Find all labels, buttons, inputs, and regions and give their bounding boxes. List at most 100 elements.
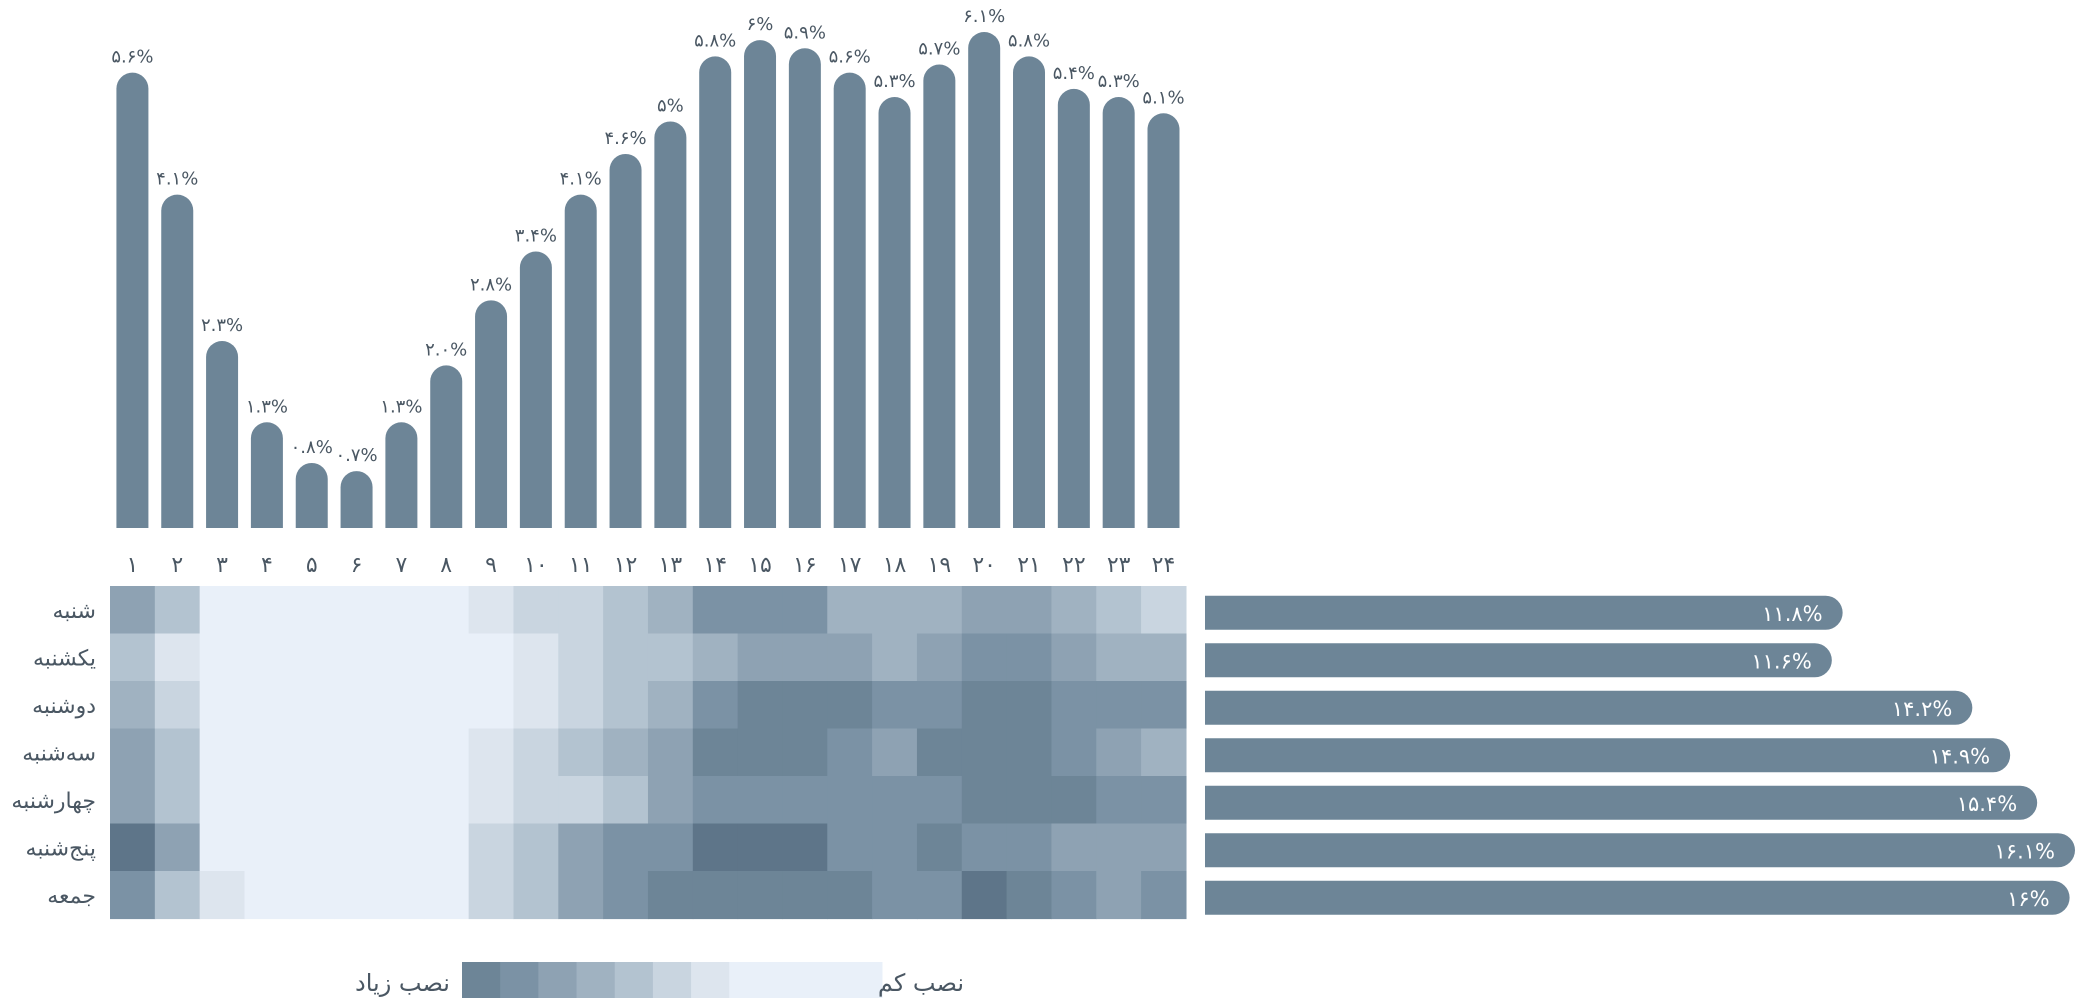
weekday-hour-heatmap [110,586,1187,920]
heatmap-cell [782,823,828,872]
hour-tick-label: ۲۱ [1017,553,1041,578]
hour-bar-value-label: ۵% [657,95,684,116]
heatmap-cell [244,871,290,920]
heatmap-cell [827,681,873,730]
heatmap-cell [289,586,335,635]
heatmap-cell [1051,823,1097,872]
heatmap-cell [737,728,784,777]
hour-tick-label: ۳ [216,553,228,578]
hour-tick-label: ۱۷ [838,553,862,578]
heatmap-cell [199,776,246,825]
hour-bar-value-label: ۱.۳% [380,396,422,417]
heatmap-cell [154,871,201,920]
heatmap-cell [782,728,828,777]
heatmap-cell [916,776,963,825]
heatmap-cell [872,776,918,825]
hour-bar [833,72,866,529]
heatmap-cell [110,728,156,777]
legend-low-label: نصب کم [878,969,964,997]
heatmap-cell [154,823,201,872]
heatmap-cell [378,728,425,777]
hour-bar-value-label: ۲.۸% [470,274,512,295]
heatmap-cell [692,586,739,635]
heatmap-cell [244,586,290,635]
legend-swatch [729,962,883,998]
heatmap-cell [244,681,290,730]
heatmap-cell [468,776,515,825]
heatmap-cell [1006,823,1053,872]
heatmap-cell [1051,586,1097,635]
hour-axis: ۱ ۲ ۳ ۴ ۵ ۶ ۷ ۸ ۹ ۱۰ ۱۱ ۱۲ ۱۳ ۱۴ ۱۵ ۱۶ ۱۷ ۱۸ ۱۹ ۲۰ ۲۱ ۲۲ ۲۳ ۲۴ [127,553,1176,578]
hour-bar-value-label: ۰.۸% [291,437,333,458]
hour-bar [609,153,642,528]
weekday-bar [1205,690,1973,725]
hour-tick-label: ۵ [306,553,318,578]
heatmap-cell [1051,776,1097,825]
hour-tick-label: ۱ [127,553,139,578]
heatmap-cell [737,633,784,682]
weekday-bar-value-label: ۱۶% [2007,887,2050,911]
heatmap-cell [647,871,694,920]
heatmap-cell [1141,823,1187,872]
weekday-bar-chart: ۱۱.۸% ۱۱.۶% ۱۴.۲% ۱۴.۹% ۱۵.۴% ۱۶.۱% ۱۶% [1205,595,2075,915]
hour-bar-value-label: ۵.۴% [1053,63,1095,84]
heatmap-cell [1096,633,1142,682]
hour-bar [744,40,777,528]
hour-bar-value-label: ۳.۴% [515,226,557,247]
hour-bar [878,97,911,528]
heatmap-cell [647,633,694,682]
heatmap-cell [110,633,156,682]
hour-bar-value-label: ۵.۳% [1098,71,1140,92]
heatmap-cell [289,633,335,682]
weekday-label: دوشنبه [32,694,96,719]
hour-bar [654,121,687,528]
heatmap-cell [1006,633,1053,682]
heatmap-cell [199,586,246,635]
heatmap-cell [692,681,739,730]
heatmap-cell [558,633,604,682]
heatmap-cell [692,823,739,872]
hour-bar-value-label: ۲.۰% [425,339,467,360]
heatmap-cell [692,633,739,682]
heatmap-cell [334,823,380,872]
weekday-label: یکشنبه [33,646,96,671]
heatmap-cell [1006,776,1053,825]
heatmap-cell [737,681,784,730]
heatmap-cell [872,633,918,682]
heatmap-cell [916,728,963,777]
heatmap-cell [110,776,156,825]
hour-bar-value-label: ۵.۸% [1008,30,1050,51]
hour-tick-label: ۱۶ [793,553,817,578]
heatmap-cell [737,776,784,825]
heatmap-cell [378,681,425,730]
heatmap-cell [1141,633,1187,682]
heatmap-cell [558,728,604,777]
heatmap-cell [110,823,156,872]
hour-bar-value-label: ۱.۳% [246,396,288,417]
heatmap-cell [827,586,873,635]
hour-bar-value-label: ۵.۷% [918,39,960,60]
hour-bar [1057,88,1090,528]
heatmap-cell [378,586,425,635]
heatmap-cell [289,871,335,920]
heatmap-cell [558,776,604,825]
hour-tick-label: ۴ [261,553,273,578]
hour-bar [161,194,194,528]
hour-bar [968,32,1001,528]
heatmap-cell [1051,633,1097,682]
heatmap-cell [199,871,246,920]
heatmap-cell [1006,586,1053,635]
hour-bar [519,251,552,528]
legend-swatch [576,962,616,998]
hour-tick-label: ۷ [395,553,407,578]
heatmap-cell [827,871,873,920]
heatmap-cell [961,681,1008,730]
weekday-bar [1205,738,2011,773]
heatmap-cell [961,776,1008,825]
heatmap-cell [513,681,559,730]
color-legend: نصب زیاد نصب کم [355,962,964,998]
hour-bar [1147,113,1180,529]
hour-bar [116,72,149,529]
hour-bar [340,471,373,528]
